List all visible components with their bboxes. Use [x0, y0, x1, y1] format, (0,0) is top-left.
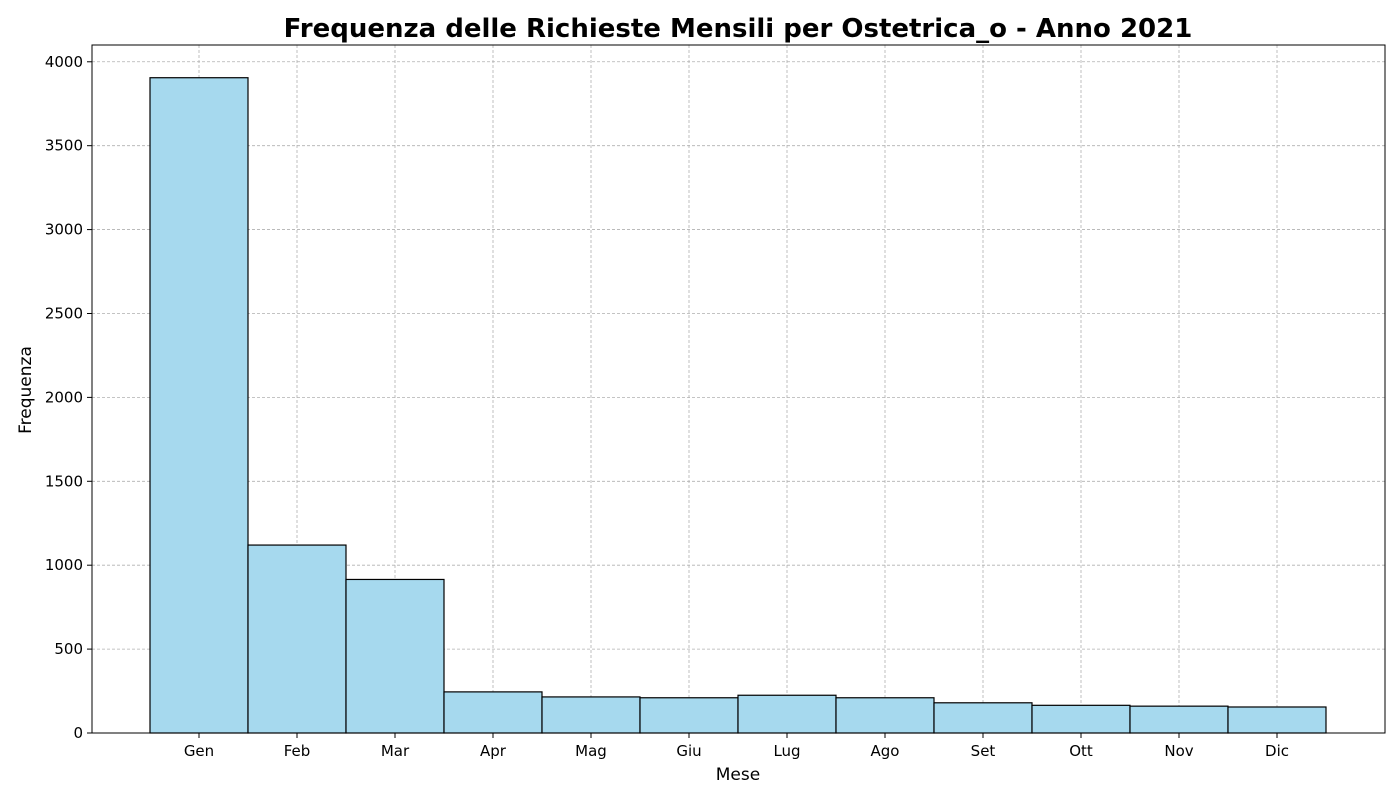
plot-frame [91, 44, 1386, 734]
x-tick-label: Ott [1069, 742, 1093, 760]
bar-ago [835, 697, 935, 734]
y-axis-label: Frequenza [16, 346, 36, 434]
bar-ott [1031, 704, 1131, 734]
bar-apr [443, 691, 543, 734]
x-tick-label: Gen [184, 742, 214, 760]
x-tick-label: Feb [284, 742, 311, 760]
y-tick-label: 0 [73, 724, 83, 742]
y-tick-label: 500 [54, 640, 83, 658]
bar-gen [149, 77, 249, 734]
y-tick-label: 4000 [45, 53, 83, 71]
x-tick-label: Apr [480, 742, 507, 760]
bar-dic [1227, 706, 1327, 734]
x-axis-label: Mese [716, 765, 760, 785]
bar-feb [247, 544, 347, 734]
chart-title: Frequenza delle Richieste Mensili per Os… [284, 14, 1193, 44]
bar-mar [345, 578, 445, 734]
bar-giu [639, 697, 739, 734]
bar-mag [541, 696, 641, 734]
x-tick-label: Lug [773, 742, 800, 760]
y-tick-label: 1500 [45, 472, 83, 490]
x-tick-label: Nov [1164, 742, 1193, 760]
y-tick-label: 1000 [45, 556, 83, 574]
x-tick-label: Mar [381, 742, 410, 760]
y-tick-label: 3500 [45, 137, 83, 155]
y-tick-label: 2000 [45, 388, 83, 406]
bars-layer [149, 77, 1327, 734]
y-tick-label: 3000 [45, 221, 83, 239]
x-tick-label: Dic [1265, 742, 1289, 760]
y-tick-label: 2500 [45, 304, 83, 322]
bar-nov [1129, 705, 1229, 734]
x-tick-label: Giu [676, 742, 701, 760]
bar-set [933, 702, 1033, 734]
x-tick-label: Set [971, 742, 996, 760]
axes-layer: 0 500 1000 1500 2000 2500 3000 3500 4000 Gen Feb Ma… [45, 44, 1386, 760]
bar-lug [737, 694, 837, 734]
x-tick-label: Mag [575, 742, 607, 760]
x-tick-label: Ago [871, 742, 900, 760]
